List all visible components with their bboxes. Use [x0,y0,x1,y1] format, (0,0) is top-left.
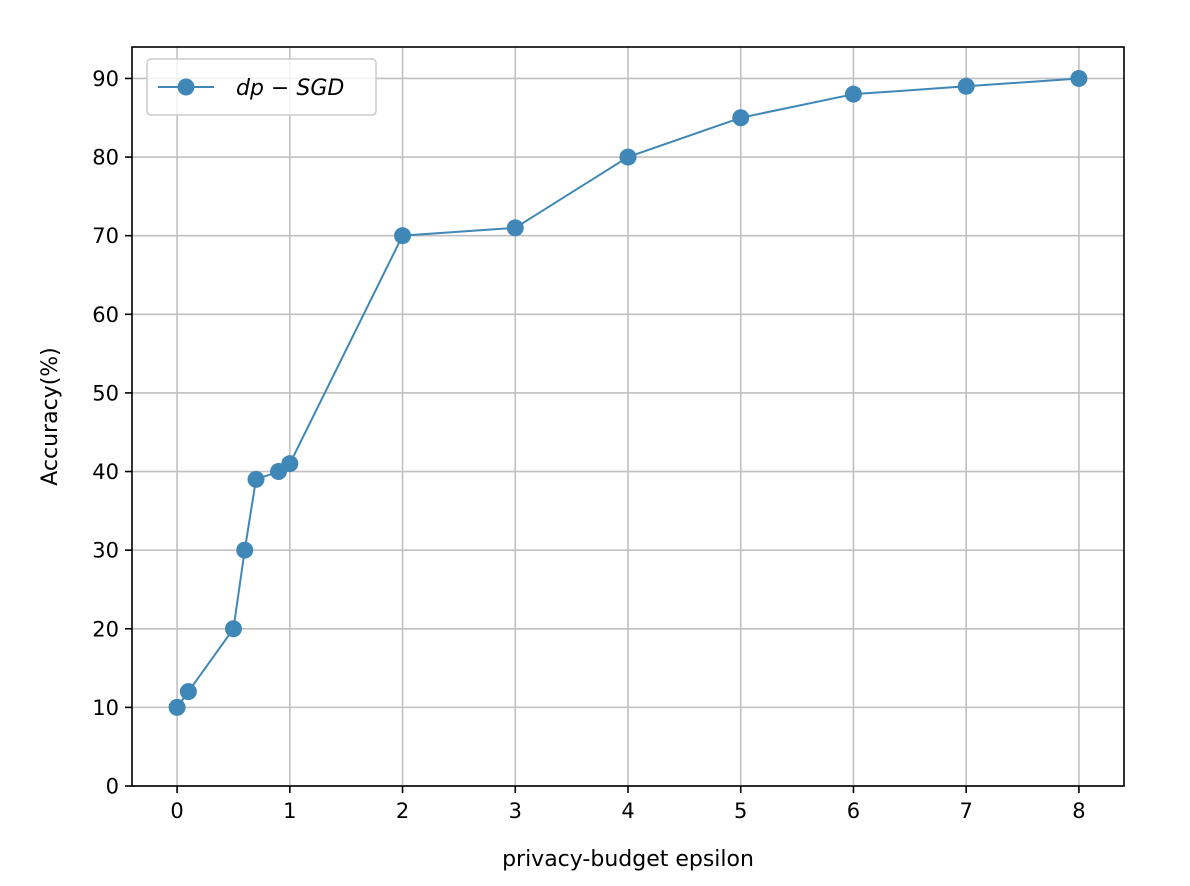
x-tick-label: 7 [959,799,972,823]
y-tick-label: 70 [92,224,119,248]
data-point [179,683,197,701]
y-tick-label: 30 [92,539,119,563]
y-tick-label: 80 [92,146,119,170]
y-tick-label: 90 [92,67,119,91]
data-point [732,109,750,127]
x-tick-label: 0 [170,799,183,823]
series-line [176,77,1079,708]
x-tick-label: 6 [847,799,860,823]
y-tick-label: 60 [92,303,119,327]
data-point [247,470,265,488]
data-point [236,541,254,559]
data-point [619,148,637,166]
y-tick-label: 10 [92,696,119,720]
y-tick-label: 50 [92,381,119,405]
legend-entry-dp-sgd: dp − SGD [236,76,344,101]
y-tick-label: 20 [92,617,119,641]
y-axis-label: Accuracy(%) [38,347,63,486]
x-axis-label: privacy-budget epsilon [502,847,754,872]
legend-marker [177,78,195,96]
series-layer [168,69,1088,716]
x-tick-label: 5 [734,799,747,823]
x-tick-label: 8 [1072,799,1085,823]
y-tick-label: 40 [92,460,119,484]
x-tick-label: 2 [396,799,409,823]
y-tick-label: 0 [106,775,119,799]
x-tick-label: 4 [621,799,634,823]
data-point [1070,69,1088,87]
data-point [957,77,975,95]
x-tick-label: 1 [283,799,296,823]
legend-box [146,58,377,116]
data-point [281,455,299,473]
data-point [506,219,524,237]
data-point [394,227,412,245]
data-point [168,698,186,716]
data-point [224,620,242,638]
x-tick-label: 3 [509,799,522,823]
legend: dp − SGD [146,58,377,116]
data-point [844,85,862,103]
